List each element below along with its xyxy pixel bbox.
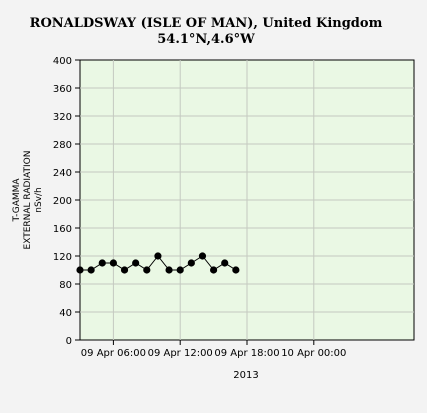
y-axis-label-line-2: EXTERNAL RADIATION <box>23 151 33 250</box>
data-point <box>76 266 84 274</box>
y-tick-label: 40 <box>59 308 72 319</box>
y-tick-label: 160 <box>53 224 72 235</box>
y-tick-label: 240 <box>53 168 72 179</box>
data-point <box>87 266 95 274</box>
data-point <box>187 259 195 267</box>
y-tick-label: 400 <box>53 56 72 67</box>
y-tick-label: 280 <box>53 140 72 151</box>
chart-subtitle: 54.1°N,4.6°W <box>157 32 255 47</box>
data-point <box>132 259 140 267</box>
data-point <box>198 252 207 260</box>
data-point <box>221 259 229 267</box>
y-tick-label: 200 <box>53 196 72 207</box>
axes: 0 40 80 120 160 200 240 280 320 360 400 09 Apr 06:0… <box>53 56 346 359</box>
data-point <box>98 259 106 267</box>
x-axis-label: 2013 <box>233 370 258 381</box>
x-tick-label: 09 Apr 12:00 <box>148 348 213 359</box>
data-point <box>176 266 184 274</box>
x-tick-label: 09 Apr 06:00 <box>81 348 146 359</box>
x-tick-label: 10 Apr 00:00 <box>281 348 346 359</box>
chart-title: RONALDSWAY (ISLE OF MAN), United Kingdom <box>30 16 383 31</box>
data-point <box>232 266 240 274</box>
y-tick-label: 120 <box>53 252 72 263</box>
y-axis-label-line-3: nSv/h <box>34 187 44 212</box>
y-tick-label: 360 <box>53 84 72 95</box>
y-axis-label-line-1: T-GAMMA <box>12 178 22 223</box>
y-axis-label: T-GAMMA EXTERNAL RADIATION nSv/h <box>12 151 44 250</box>
data-point <box>109 259 117 267</box>
data-point <box>210 266 218 274</box>
series-layer <box>76 252 240 274</box>
x-tick-label: 09 Apr 18:00 <box>214 348 279 359</box>
data-point <box>143 266 151 274</box>
data-point <box>165 266 173 274</box>
data-point <box>154 252 162 260</box>
data-point <box>120 266 129 274</box>
y-tick-label: 320 <box>53 112 72 123</box>
y-tick-label: 80 <box>59 280 72 291</box>
grid <box>80 60 414 340</box>
y-tick-label: 0 <box>66 336 72 347</box>
